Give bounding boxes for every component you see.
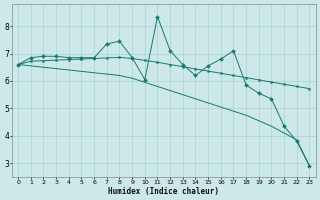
X-axis label: Humidex (Indice chaleur): Humidex (Indice chaleur) [108, 187, 219, 196]
